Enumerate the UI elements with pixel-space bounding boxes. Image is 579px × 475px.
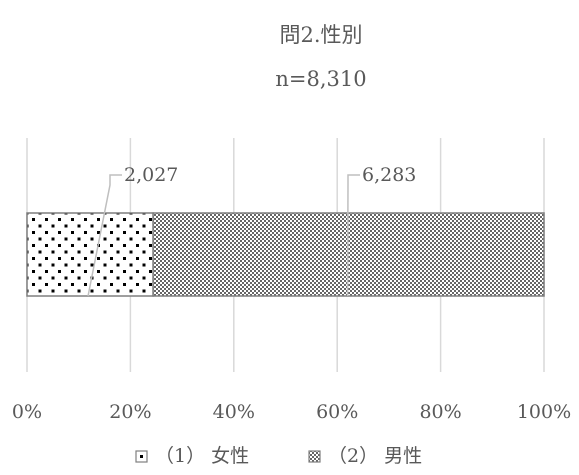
legend-swatch-2 xyxy=(308,450,321,463)
x-tick-label: 0% xyxy=(12,401,42,423)
data-label-1: 2,027 xyxy=(124,164,178,186)
x-axis-ticks: 0% 20% 40% 60% 80% 100% xyxy=(12,401,571,423)
bar-group xyxy=(26,212,545,297)
chart-subtitle: n=8,310 xyxy=(275,67,366,91)
chart-title: 問2.性別 xyxy=(279,23,362,47)
leader-line xyxy=(87,174,122,297)
leader-lines xyxy=(87,174,360,297)
legend: （1） 女性 （2） 男性 xyxy=(135,445,422,467)
legend-label-2: （2） 男性 xyxy=(328,445,422,467)
x-tick-label: 60% xyxy=(316,401,358,423)
x-tick-label: 100% xyxy=(517,401,571,423)
x-tick-label: 40% xyxy=(213,401,255,423)
data-labels: 2,027 6,283 xyxy=(124,164,416,186)
x-tick-label: 20% xyxy=(109,401,151,423)
leader-line xyxy=(346,174,360,297)
data-label-2: 6,283 xyxy=(362,164,416,186)
legend-label-1: （1） 女性 xyxy=(155,445,249,467)
x-tick-label: 80% xyxy=(419,401,461,423)
legend-swatch-dot xyxy=(140,455,143,458)
